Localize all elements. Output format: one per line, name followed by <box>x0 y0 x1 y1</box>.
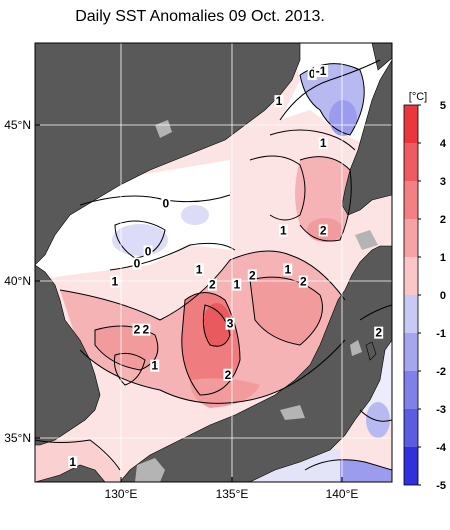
contour-label: 1 <box>276 94 283 108</box>
contour-label-bg <box>132 257 142 270</box>
colorbar-unit: [°C] <box>409 91 427 103</box>
colorbar-tick-label: 5 <box>440 100 446 112</box>
contour-label-bg <box>283 263 293 276</box>
contour-label: 1 <box>233 278 240 292</box>
contour-label-bg <box>225 317 235 330</box>
contour-label: 0 <box>134 257 141 271</box>
contour-label-bg <box>194 263 204 276</box>
colorbar-tick-label: -1 <box>436 328 446 340</box>
colorbar-ticks: 5 4 3 2 1 0 -1 -2 -3 -4 -5 <box>418 100 447 492</box>
contour-label-bg <box>318 224 328 237</box>
contour-label: 1 <box>111 275 118 289</box>
colorbar-tick-label: -5 <box>436 480 446 492</box>
colorbar-segment <box>404 295 418 333</box>
contour-label-bg <box>278 224 288 237</box>
contour-label-bg <box>274 95 284 108</box>
contour-label-bg <box>298 275 308 288</box>
contour-label-bg <box>247 269 257 282</box>
contour-label: 1 <box>280 223 287 237</box>
contour-label: 2 <box>225 368 232 382</box>
colorbar-tick-label: -3 <box>436 404 446 416</box>
colorbar-tick-label: 2 <box>440 214 446 226</box>
colorbar-tick-label: 0 <box>440 290 446 302</box>
contour-label-bg <box>223 368 233 381</box>
contour-label: 0 <box>145 244 152 258</box>
colorbar-tick-label: 1 <box>440 252 446 264</box>
contour-label: 1 <box>196 263 203 277</box>
colorbar-segment <box>404 371 418 409</box>
contour-label-bg <box>161 197 171 210</box>
colorbar-segment <box>404 219 418 257</box>
contour-label-bg <box>68 455 78 468</box>
colorbar-segment <box>404 447 418 485</box>
contour-label: 2 <box>134 323 141 337</box>
contour-label-bg <box>150 359 160 372</box>
colorbar-segment <box>404 333 418 371</box>
contour-label-bg <box>374 326 384 339</box>
korean-peninsula <box>35 264 101 446</box>
contour-label: 1 <box>69 455 76 469</box>
land-masses <box>35 43 392 482</box>
colorbar-tick-label: 3 <box>440 176 446 188</box>
contour-label: 2 <box>249 269 256 283</box>
contour-label: 1 <box>320 136 327 150</box>
colorbar-tick-label: -2 <box>436 366 446 378</box>
map-frame <box>34 42 393 483</box>
map-title: Daily SST Anomalies 09 Oct. 2013. <box>75 8 325 25</box>
colorbar <box>403 104 419 486</box>
contour-label-bg <box>110 275 120 288</box>
hokkaido-island <box>341 59 392 216</box>
contour-label: 2 <box>375 326 382 340</box>
colorbar-segment <box>404 409 418 447</box>
contour-label-bg <box>207 278 217 291</box>
sado-island <box>365 341 377 361</box>
contour-label-bg <box>232 278 242 291</box>
colorbar-segment <box>404 143 418 181</box>
contour-label: 2 <box>209 278 216 292</box>
contour-label: 2 <box>300 275 307 289</box>
lat-label-40n: 40°N <box>4 274 31 288</box>
colorbar-segment <box>404 181 418 219</box>
axis-ticks <box>35 124 343 482</box>
contour-label-bg <box>143 245 153 258</box>
contour-label-bg <box>307 68 317 81</box>
contour-lines <box>35 59 392 471</box>
contour-label: 1 <box>284 263 291 277</box>
contour-label: 0 <box>162 196 169 210</box>
colorbar-segment <box>404 105 418 143</box>
kyushu-island <box>35 464 106 482</box>
honshu-island <box>119 245 392 482</box>
colorbar-tick-label: -4 <box>436 442 447 454</box>
lon-label-130e: 130°E <box>105 487 138 501</box>
contour-label-bg <box>314 65 329 78</box>
contour-label: 2 <box>143 323 150 337</box>
contour-label: -1 <box>316 64 327 78</box>
colorbar-tick-label: 4 <box>440 138 447 150</box>
contour-label: 3 <box>227 317 234 331</box>
lat-label-45n: 45°N <box>4 118 31 132</box>
missing-data-patches <box>135 120 378 482</box>
lon-label-140e: 140°E <box>326 487 359 501</box>
contour-label-bg <box>318 137 328 150</box>
contour-label: 1 <box>151 359 158 373</box>
contour-label-bg <box>132 323 142 336</box>
contour-label-bg <box>141 323 151 336</box>
lon-label-135e: 135°E <box>216 487 249 501</box>
contour-label: 2 <box>320 223 327 237</box>
colorbar-segment <box>404 257 418 295</box>
contour-label: 0 <box>309 67 316 81</box>
lat-label-35n: 35°N <box>4 431 31 445</box>
asian-continent <box>35 43 301 266</box>
sakhalin-island <box>371 43 392 71</box>
